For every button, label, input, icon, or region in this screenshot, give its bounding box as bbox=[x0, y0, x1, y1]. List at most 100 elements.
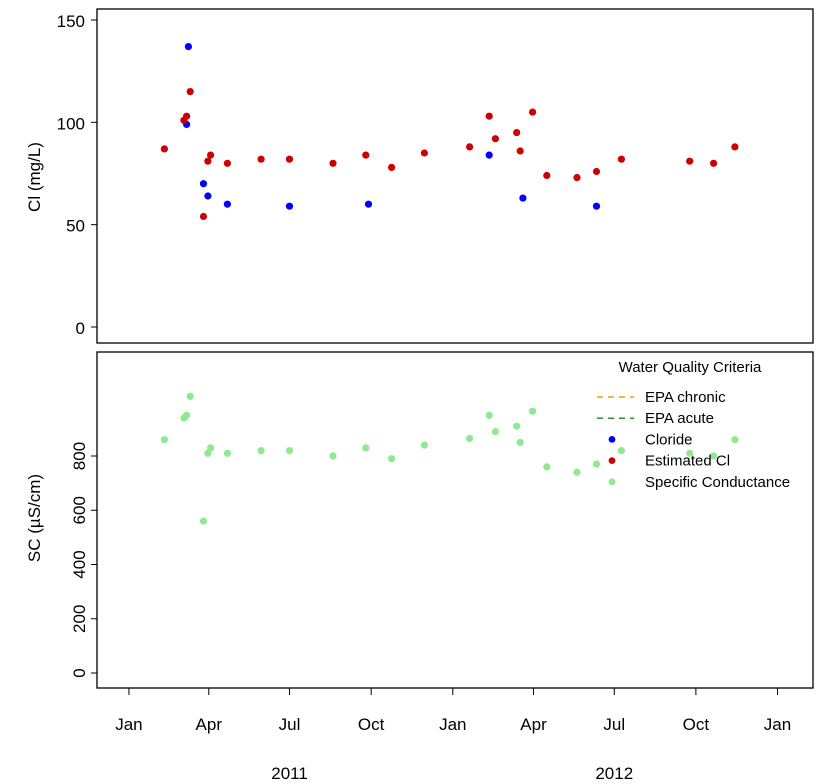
data-point bbox=[543, 171, 551, 180]
chloride-panel: 0 50 100 150 Cl (mg/L) bbox=[25, 8, 814, 344]
data-point bbox=[686, 449, 694, 457]
data-point bbox=[485, 411, 493, 419]
x-tick-label: Apr bbox=[520, 715, 547, 734]
y-tick-label: 400 bbox=[70, 550, 89, 578]
x-tick-label: Jul bbox=[279, 715, 301, 734]
data-point bbox=[186, 88, 194, 96]
data-point bbox=[223, 159, 231, 167]
data-point bbox=[207, 444, 215, 452]
legend-label: EPA chronic bbox=[645, 389, 726, 406]
conductance-panel: 0 200 400 600 800 SC (µS/cm) Water Quality Cri… bbox=[25, 351, 814, 689]
series-estimated-cl bbox=[160, 88, 739, 221]
data-point bbox=[223, 200, 231, 208]
data-point bbox=[485, 151, 493, 159]
data-point bbox=[223, 449, 231, 457]
y-axis-label: SC (µS/cm) bbox=[25, 474, 44, 562]
data-point bbox=[420, 149, 428, 157]
data-point bbox=[204, 157, 212, 165]
legend-label: Estimated Cl bbox=[645, 453, 730, 470]
y-tick-label: 800 bbox=[70, 442, 89, 470]
y-tick-label: 200 bbox=[70, 605, 89, 633]
data-point bbox=[388, 455, 396, 463]
legend-label: Cloride bbox=[645, 431, 693, 448]
data-point bbox=[731, 143, 739, 151]
data-point bbox=[183, 112, 191, 120]
x-tick-label: Apr bbox=[196, 715, 223, 734]
data-point bbox=[184, 43, 192, 51]
x-tick-label: Jul bbox=[603, 715, 625, 734]
data-point bbox=[285, 155, 294, 163]
data-point bbox=[466, 434, 474, 442]
data-point bbox=[491, 135, 499, 143]
data-point bbox=[204, 192, 212, 200]
data-point bbox=[519, 194, 527, 202]
y-tick-label: 600 bbox=[70, 496, 89, 524]
data-point bbox=[617, 155, 626, 163]
data-point bbox=[710, 159, 718, 167]
legend-title: Water Quality Criteria bbox=[619, 359, 762, 376]
data-point bbox=[686, 157, 694, 165]
x-tick-label: Oct bbox=[358, 715, 385, 734]
x-tick-label: Jan bbox=[115, 715, 142, 734]
legend-label: Specific Conductance bbox=[645, 474, 790, 491]
data-point bbox=[513, 422, 521, 430]
legend-point-swatch bbox=[608, 457, 616, 464]
data-point bbox=[257, 155, 265, 163]
data-point bbox=[329, 452, 337, 460]
data-point bbox=[710, 452, 718, 460]
data-point bbox=[199, 212, 208, 221]
y-tick-label: 0 bbox=[70, 668, 89, 677]
data-point bbox=[364, 200, 373, 208]
data-point bbox=[485, 112, 493, 120]
data-point bbox=[543, 463, 551, 471]
data-point bbox=[285, 447, 294, 455]
data-point bbox=[362, 444, 370, 452]
data-point bbox=[466, 143, 474, 151]
year-label: 2011 bbox=[271, 764, 308, 783]
y-axis: 0 200 400 600 800 bbox=[70, 442, 97, 678]
series-specific-conductance bbox=[160, 392, 739, 525]
data-point bbox=[573, 174, 581, 182]
y-tick-label: 50 bbox=[66, 217, 85, 236]
data-point bbox=[362, 151, 370, 159]
data-point bbox=[204, 449, 212, 457]
data-point bbox=[592, 460, 601, 468]
data-point bbox=[183, 411, 191, 419]
data-point bbox=[529, 108, 537, 116]
y-tick-label: 100 bbox=[57, 114, 85, 133]
data-point bbox=[529, 407, 537, 415]
data-point bbox=[592, 167, 601, 176]
series-cloride bbox=[183, 43, 601, 210]
legend: Water Quality Criteria EPA chronic EPA acu… bbox=[597, 359, 790, 491]
legend-point-swatch bbox=[608, 436, 616, 443]
data-point bbox=[199, 180, 208, 188]
legend-label: EPA acute bbox=[645, 410, 714, 427]
y-tick-label: 150 bbox=[57, 12, 85, 31]
y-axis-label: Cl (mg/L) bbox=[25, 142, 44, 212]
data-point bbox=[160, 436, 168, 444]
data-point bbox=[388, 163, 396, 171]
x-tick-label: Jan bbox=[764, 715, 791, 734]
data-point bbox=[731, 436, 739, 444]
x-tick-label: Jan bbox=[439, 715, 466, 734]
data-point bbox=[513, 129, 521, 137]
data-point bbox=[329, 159, 337, 167]
data-point bbox=[160, 145, 168, 153]
year-label: 2012 bbox=[595, 764, 633, 783]
date-axis: Jan Apr Jul Oct Jan Apr Jul Oct Jan 2011 2012 bbox=[115, 687, 791, 783]
data-point bbox=[592, 202, 601, 210]
data-point bbox=[573, 468, 581, 476]
plot-frame bbox=[96, 8, 814, 344]
legend-point-swatch bbox=[608, 478, 616, 486]
data-point bbox=[199, 517, 208, 525]
x-tick-label: Oct bbox=[683, 715, 710, 734]
data-point bbox=[491, 428, 499, 436]
data-point bbox=[207, 151, 215, 159]
data-point bbox=[186, 392, 194, 400]
data-point bbox=[420, 441, 428, 449]
data-point bbox=[516, 147, 524, 155]
y-tick-label: 0 bbox=[76, 319, 85, 338]
data-point bbox=[257, 447, 265, 455]
data-point bbox=[617, 447, 626, 455]
